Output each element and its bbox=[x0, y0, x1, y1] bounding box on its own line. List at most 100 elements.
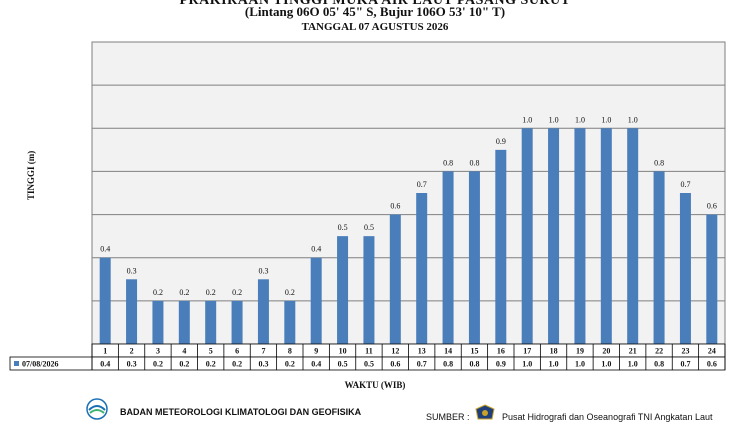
tick-label-11: 11 bbox=[365, 347, 373, 356]
footer-source-label: SUMBER : bbox=[426, 412, 470, 422]
data-label-13: 0.7 bbox=[417, 180, 427, 189]
tick-label-20: 20 bbox=[602, 347, 610, 356]
tick-label-4: 4 bbox=[182, 347, 186, 356]
table-value-6: 0.2 bbox=[232, 360, 242, 369]
data-label-17: 1.0 bbox=[522, 115, 532, 124]
legend-series-name: 07/08/2026 bbox=[22, 360, 58, 369]
bar-8 bbox=[284, 300, 296, 344]
table-value-14: 0.8 bbox=[443, 360, 453, 369]
table-value-2: 0.3 bbox=[127, 360, 137, 369]
data-label-4: 0.2 bbox=[179, 288, 189, 297]
data-label-19: 1.0 bbox=[575, 115, 585, 124]
bar-10 bbox=[337, 236, 349, 344]
table-value-18: 1.0 bbox=[549, 360, 559, 369]
data-label-2: 0.3 bbox=[127, 266, 137, 275]
bar-22 bbox=[653, 171, 665, 344]
data-label-15: 0.8 bbox=[469, 158, 479, 167]
table-value-22: 0.8 bbox=[654, 360, 664, 369]
data-label-1: 0.4 bbox=[100, 245, 110, 254]
bar-13 bbox=[416, 193, 428, 344]
tick-label-16: 16 bbox=[497, 347, 505, 356]
data-label-9: 0.4 bbox=[311, 245, 321, 254]
tick-label-13: 13 bbox=[418, 347, 426, 356]
bar-5 bbox=[205, 300, 217, 344]
bar-2 bbox=[126, 279, 138, 344]
table-value-9: 0.4 bbox=[311, 360, 321, 369]
tick-label-10: 10 bbox=[339, 347, 347, 356]
bar-6 bbox=[231, 300, 243, 344]
bar-4 bbox=[178, 300, 190, 344]
data-label-24: 0.6 bbox=[707, 202, 717, 211]
data-label-21: 1.0 bbox=[628, 115, 638, 124]
table-value-24: 0.6 bbox=[707, 360, 717, 369]
table-value-16: 0.9 bbox=[496, 360, 506, 369]
bar-1 bbox=[99, 257, 111, 344]
tick-label-5: 5 bbox=[209, 347, 213, 356]
bar-16 bbox=[495, 149, 507, 344]
footer-source: Pusat Hidrografi dan Oseanografi TNI Ang… bbox=[502, 412, 713, 422]
data-label-3: 0.2 bbox=[153, 288, 163, 297]
data-label-18: 1.0 bbox=[549, 115, 559, 124]
table-value-21: 1.0 bbox=[628, 360, 638, 369]
table-value-7: 0.3 bbox=[258, 360, 268, 369]
bar-19 bbox=[574, 128, 586, 344]
x-axis-label: WAKTU (WIB) bbox=[344, 380, 406, 390]
table-value-3: 0.2 bbox=[153, 360, 163, 369]
tick-label-21: 21 bbox=[629, 347, 637, 356]
bar-18 bbox=[548, 128, 560, 344]
data-label-14: 0.8 bbox=[443, 158, 453, 167]
tick-label-1: 1 bbox=[103, 347, 107, 356]
bar-11 bbox=[363, 236, 375, 344]
tick-label-7: 7 bbox=[261, 347, 265, 356]
data-label-11: 0.5 bbox=[364, 223, 374, 232]
tick-label-17: 17 bbox=[523, 347, 531, 356]
table-value-20: 1.0 bbox=[601, 360, 611, 369]
table-value-13: 0.7 bbox=[417, 360, 427, 369]
table-value-11: 0.5 bbox=[364, 360, 374, 369]
data-label-10: 0.5 bbox=[338, 223, 348, 232]
data-label-6: 0.2 bbox=[232, 288, 242, 297]
tick-label-24: 24 bbox=[708, 347, 716, 356]
plot-area bbox=[91, 41, 726, 345]
bar-15 bbox=[468, 171, 480, 344]
chart-subtitle: (Lintang 06O 05' 45" S, Bujur 106O 53' 1… bbox=[244, 4, 506, 19]
table-value-4: 0.2 bbox=[179, 360, 189, 369]
tick-label-19: 19 bbox=[576, 347, 584, 356]
table-value-23: 0.7 bbox=[680, 360, 690, 369]
data-label-22: 0.8 bbox=[654, 158, 664, 167]
bar-7 bbox=[257, 279, 269, 344]
tick-label-12: 12 bbox=[391, 347, 399, 356]
bar-3 bbox=[152, 300, 164, 344]
legend-key bbox=[14, 361, 19, 366]
chart-title: PRAKIRAAN TINGGI MUKA AIR LAUT PASANG SU… bbox=[179, 0, 571, 8]
tick-label-14: 14 bbox=[444, 347, 452, 356]
table-value-15: 0.8 bbox=[469, 360, 479, 369]
table-value-5: 0.2 bbox=[206, 360, 216, 369]
table-value-12: 0.6 bbox=[390, 360, 400, 369]
footer-organization: BADAN METEOROLOGI KLIMATOLOGI DAN GEOFIS… bbox=[120, 407, 362, 417]
bar-12 bbox=[389, 214, 401, 344]
tick-label-6: 6 bbox=[235, 347, 239, 356]
bar-17 bbox=[521, 128, 533, 344]
bar-9 bbox=[310, 257, 322, 344]
table-value-10: 0.5 bbox=[338, 360, 348, 369]
table-value-8: 0.2 bbox=[285, 360, 295, 369]
table-value-19: 1.0 bbox=[575, 360, 585, 369]
tick-label-18: 18 bbox=[550, 347, 558, 356]
tick-label-23: 23 bbox=[681, 347, 689, 356]
data-label-5: 0.2 bbox=[206, 288, 216, 297]
bar-20 bbox=[600, 128, 612, 344]
data-label-12: 0.6 bbox=[390, 202, 400, 211]
tick-label-15: 15 bbox=[470, 347, 478, 356]
bar-23 bbox=[679, 193, 691, 344]
table-value-17: 1.0 bbox=[522, 360, 532, 369]
bar-24 bbox=[706, 214, 718, 344]
tick-label-2: 2 bbox=[130, 347, 134, 356]
bmkg-logo-icon bbox=[86, 398, 108, 420]
data-label-23: 0.7 bbox=[680, 180, 690, 189]
table-value-1: 0.4 bbox=[100, 360, 110, 369]
chart-date: TANGGAL 07 AGUSTUS 2026 bbox=[301, 21, 449, 33]
tick-label-22: 22 bbox=[655, 347, 663, 356]
tick-label-3: 3 bbox=[156, 347, 160, 356]
